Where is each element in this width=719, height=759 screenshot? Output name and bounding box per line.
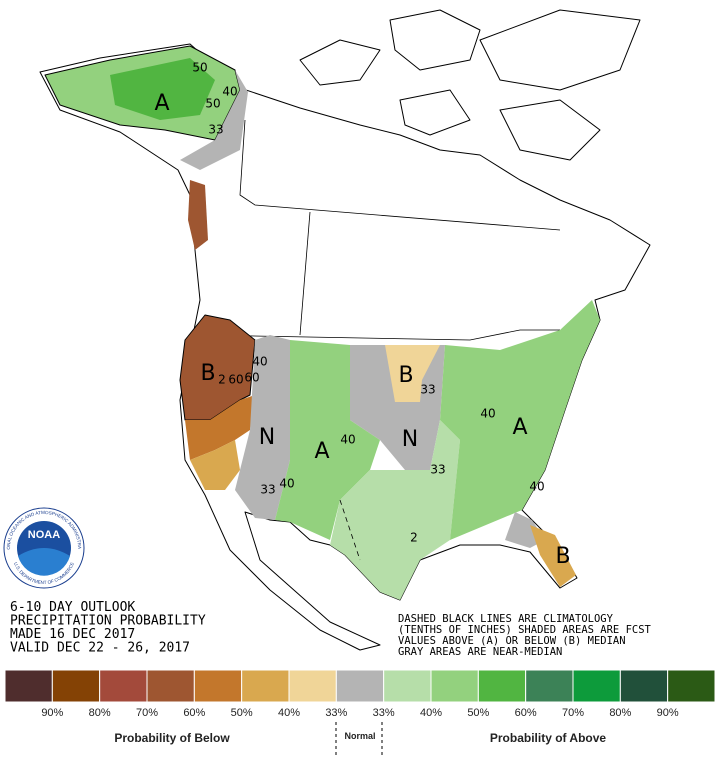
island bbox=[299, 39, 381, 86]
legend-tick: 50% bbox=[231, 707, 253, 719]
logo-wave bbox=[18, 548, 70, 576]
logo-name: NOAA bbox=[28, 529, 60, 541]
region-above bbox=[440, 300, 600, 540]
legend-tick: 80% bbox=[89, 707, 111, 719]
map-label: 33 bbox=[260, 483, 275, 497]
legend-tick: 90% bbox=[657, 707, 679, 719]
map-label: 40 bbox=[529, 480, 544, 494]
legend-swatch bbox=[4, 669, 53, 703]
legend-tick: 60% bbox=[515, 707, 537, 719]
map-label: B bbox=[555, 544, 570, 569]
region-below bbox=[179, 314, 256, 421]
region-normal bbox=[180, 70, 248, 170]
map-label: 40 bbox=[340, 433, 355, 447]
region-below bbox=[188, 180, 208, 250]
region-below bbox=[185, 395, 255, 460]
legend-swatch bbox=[288, 669, 337, 703]
map-label: 50 bbox=[192, 61, 207, 75]
legend-tick: 60% bbox=[183, 707, 205, 719]
legend-swatch bbox=[193, 669, 243, 703]
below-label: Probability of Below bbox=[114, 731, 230, 745]
legend: 90% 80% 70% 60% 50% 40% 33% 33% 40% 50% 60% 70% 80% 9… bbox=[4, 669, 716, 719]
map-label: 40 bbox=[279, 477, 294, 491]
map-label: B bbox=[398, 363, 413, 388]
legend-tick: 50% bbox=[467, 707, 489, 719]
legend-swatch bbox=[99, 669, 148, 703]
legend-tick: 40% bbox=[420, 707, 442, 719]
map-label: 40 bbox=[480, 407, 495, 421]
legend-swatch bbox=[572, 669, 621, 703]
legend-tick: 70% bbox=[562, 707, 584, 719]
header-line: VALID DEC 22 - 26, 2017 bbox=[10, 641, 190, 656]
climatology-line bbox=[339, 499, 361, 561]
legend-swatch bbox=[477, 669, 527, 703]
map-label: A bbox=[154, 91, 169, 116]
header-line: 6-10 DAY OUTLOOK bbox=[10, 600, 135, 615]
map-label: B bbox=[200, 361, 215, 386]
legend-swatch bbox=[430, 669, 479, 703]
map-label: 60 bbox=[228, 373, 243, 387]
header-line: PRECIPITATION PROBABILITY bbox=[10, 614, 206, 629]
region-below bbox=[190, 440, 240, 490]
region-above bbox=[330, 420, 460, 600]
legend-tick: 40% bbox=[278, 707, 300, 719]
legend-swatch bbox=[525, 669, 574, 703]
island bbox=[479, 9, 641, 91]
region-above bbox=[110, 58, 215, 120]
map-label: 40 bbox=[252, 355, 267, 369]
legend-tick: 90% bbox=[41, 707, 63, 719]
note-line: GRAY AREAS ARE NEAR-MEDIAN bbox=[398, 646, 562, 658]
legend-swatch bbox=[619, 669, 669, 703]
note-line: (TENTHS OF INCHES) SHADED AREAS ARE FCST bbox=[398, 624, 652, 636]
map-label: 2 bbox=[218, 373, 226, 387]
region-normal bbox=[235, 335, 290, 520]
note: DASHED BLACK LINES ARE CLIMATOLOGY(TENTH… bbox=[398, 613, 652, 658]
legend-swatch bbox=[146, 669, 195, 703]
region-above bbox=[275, 340, 380, 540]
legend-tick: 33% bbox=[325, 707, 347, 719]
map: A 50 40 50 33 B 2 60 40 60 N A 40 33 40 … bbox=[39, 9, 651, 651]
normal-label: Normal bbox=[344, 731, 375, 741]
map-label: 2 bbox=[410, 531, 418, 545]
region-below bbox=[385, 345, 440, 402]
border bbox=[239, 119, 561, 231]
above-label: Probability of Above bbox=[490, 731, 607, 745]
map-label: 50 bbox=[205, 97, 220, 111]
note-line: VALUES ABOVE (A) OR BELOW (B) MEDIAN bbox=[398, 635, 626, 647]
legend-swatch bbox=[667, 669, 716, 703]
map-label: 33 bbox=[420, 383, 435, 397]
map-label: 33 bbox=[208, 123, 223, 137]
legend-swatch bbox=[51, 669, 101, 703]
legend-tick: 70% bbox=[136, 707, 158, 719]
border bbox=[299, 211, 311, 336]
legend-tick: 33% bbox=[373, 707, 395, 719]
legend-tick: 80% bbox=[609, 707, 631, 719]
map-label: 33 bbox=[430, 463, 445, 477]
note-line: DASHED BLACK LINES ARE CLIMATOLOGY bbox=[398, 613, 614, 625]
map-label: 40 bbox=[222, 85, 237, 99]
map-label: N bbox=[259, 425, 275, 450]
legend-swatch bbox=[335, 669, 385, 703]
island bbox=[399, 89, 471, 136]
map-label: N bbox=[402, 427, 418, 452]
map-label: 60 bbox=[244, 371, 259, 385]
island bbox=[499, 99, 601, 161]
legend-swatch bbox=[383, 669, 432, 703]
border bbox=[199, 329, 560, 341]
region-below bbox=[530, 525, 576, 587]
map-label: A bbox=[314, 439, 329, 464]
island bbox=[389, 9, 481, 71]
map-label: A bbox=[512, 415, 527, 440]
header-line: MADE 16 DEC 2017 bbox=[10, 627, 135, 642]
legend-swatch bbox=[241, 669, 290, 703]
